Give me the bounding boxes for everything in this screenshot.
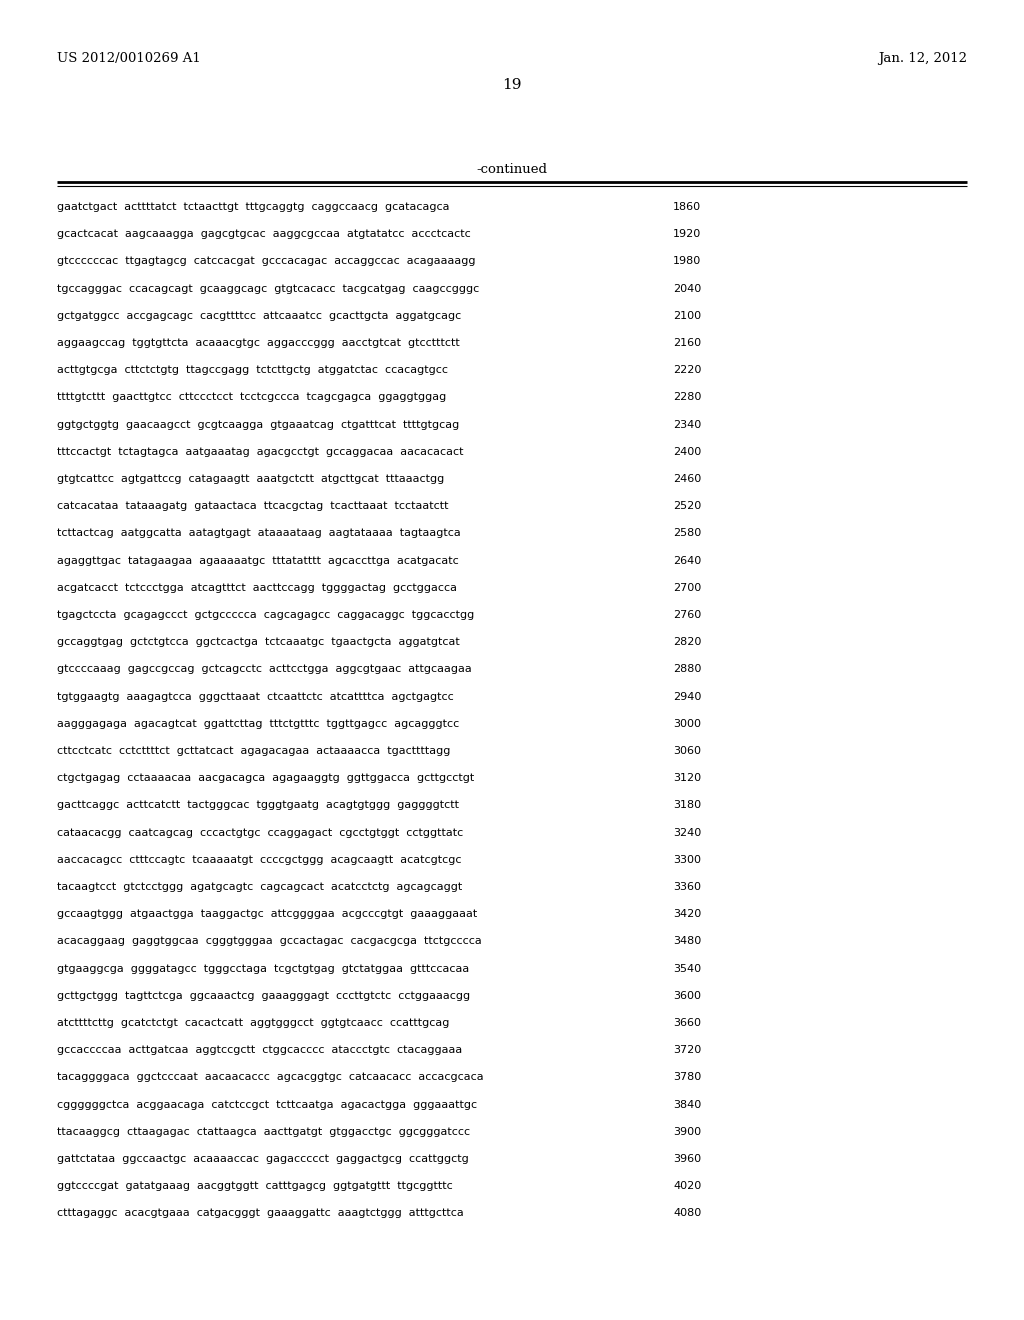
- Text: 3420: 3420: [673, 909, 701, 919]
- Text: gtgaaggcga  ggggatagcc  tgggcctaga  tcgctgtgag  gtctatggaa  gtttccacaa: gtgaaggcga ggggatagcc tgggcctaga tcgctgt…: [57, 964, 469, 974]
- Text: 2940: 2940: [673, 692, 701, 702]
- Text: ttttgtcttt  gaacttgtcc  cttccctcct  tcctcgccca  tcagcgagca  ggaggtggag: ttttgtcttt gaacttgtcc cttccctcct tcctcgc…: [57, 392, 446, 403]
- Text: 4080: 4080: [673, 1208, 701, 1218]
- Text: -continued: -continued: [476, 162, 548, 176]
- Text: tgagctccta  gcagagccct  gctgccccca  cagcagagcc  caggacaggc  tggcacctgg: tgagctccta gcagagccct gctgccccca cagcaga…: [57, 610, 474, 620]
- Text: tgccagggac  ccacagcagt  gcaaggcagc  gtgtcacacc  tacgcatgag  caagccgggc: tgccagggac ccacagcagt gcaaggcagc gtgtcac…: [57, 284, 479, 293]
- Text: 4020: 4020: [673, 1181, 701, 1191]
- Text: 3300: 3300: [673, 855, 701, 865]
- Text: 2460: 2460: [673, 474, 701, 484]
- Text: aaccacagcc  ctttccagtc  tcaaaaatgt  ccccgctggg  acagcaagtt  acatcgtcgc: aaccacagcc ctttccagtc tcaaaaatgt ccccgct…: [57, 855, 462, 865]
- Text: Jan. 12, 2012: Jan. 12, 2012: [878, 51, 967, 65]
- Text: 2640: 2640: [673, 556, 701, 565]
- Text: 2040: 2040: [673, 284, 701, 293]
- Text: 2220: 2220: [673, 366, 701, 375]
- Text: acgatcacct  tctccctgga  atcagtttct  aacttccagg  tggggactag  gcctggacca: acgatcacct tctccctgga atcagtttct aacttcc…: [57, 583, 457, 593]
- Text: gtgtcattcc  agtgattccg  catagaagtt  aaatgctctt  atgcttgcat  tttaaactgg: gtgtcattcc agtgattccg catagaagtt aaatgct…: [57, 474, 444, 484]
- Text: 2340: 2340: [673, 420, 701, 429]
- Text: gctgatggcc  accgagcagc  cacgttttcc  attcaaatcc  gcacttgcta  aggatgcagc: gctgatggcc accgagcagc cacgttttcc attcaaa…: [57, 310, 461, 321]
- Text: cataacacgg  caatcagcag  cccactgtgc  ccaggagact  cgcctgtggt  cctggttatc: cataacacgg caatcagcag cccactgtgc ccaggag…: [57, 828, 463, 838]
- Text: 3660: 3660: [673, 1018, 701, 1028]
- Text: ggtgctggtg  gaacaagcct  gcgtcaagga  gtgaaatcag  ctgatttcat  ttttgtgcag: ggtgctggtg gaacaagcct gcgtcaagga gtgaaat…: [57, 420, 459, 429]
- Text: 3960: 3960: [673, 1154, 701, 1164]
- Text: catcacataa  tataaagatg  gataactaca  ttcacgctag  tcacttaaat  tcctaatctt: catcacataa tataaagatg gataactaca ttcacgc…: [57, 502, 449, 511]
- Text: gcactcacat  aagcaaagga  gagcgtgcac  aaggcgccaa  atgtatatcc  accctcactc: gcactcacat aagcaaagga gagcgtgcac aaggcgc…: [57, 230, 471, 239]
- Text: 19: 19: [502, 78, 522, 92]
- Text: 3360: 3360: [673, 882, 701, 892]
- Text: 3900: 3900: [673, 1127, 701, 1137]
- Text: gcttgctggg  tagttctcga  ggcaaactcg  gaaagggagt  cccttgtctc  cctggaaacgg: gcttgctggg tagttctcga ggcaaactcg gaaaggg…: [57, 991, 470, 1001]
- Text: 1980: 1980: [673, 256, 701, 267]
- Text: 2760: 2760: [673, 610, 701, 620]
- Text: 1860: 1860: [673, 202, 701, 213]
- Text: 3840: 3840: [673, 1100, 701, 1110]
- Text: 3780: 3780: [673, 1072, 701, 1082]
- Text: 2580: 2580: [673, 528, 701, 539]
- Text: gtccccaaag  gagccgccag  gctcagcctc  acttcctgga  aggcgtgaac  attgcaagaa: gtccccaaag gagccgccag gctcagcctc acttcct…: [57, 664, 472, 675]
- Text: 1920: 1920: [673, 230, 701, 239]
- Text: 3120: 3120: [673, 774, 701, 783]
- Text: 2400: 2400: [673, 446, 701, 457]
- Text: 2820: 2820: [673, 638, 701, 647]
- Text: gtccccccac  ttgagtagcg  catccacgat  gcccacagac  accaggccac  acagaaaagg: gtccccccac ttgagtagcg catccacgat gcccaca…: [57, 256, 475, 267]
- Text: 2280: 2280: [673, 392, 701, 403]
- Text: ctttagaggc  acacgtgaaa  catgacgggt  gaaaggattc  aaagtctggg  atttgcttca: ctttagaggc acacgtgaaa catgacgggt gaaagga…: [57, 1208, 464, 1218]
- Text: 3720: 3720: [673, 1045, 701, 1055]
- Text: tttccactgt  tctagtagca  aatgaaatag  agacgcctgt  gccaggacaa  aacacacact: tttccactgt tctagtagca aatgaaatag agacgcc…: [57, 446, 464, 457]
- Text: gattctataa  ggccaactgc  acaaaaccac  gagaccccct  gaggactgcg  ccattggctg: gattctataa ggccaactgc acaaaaccac gagaccc…: [57, 1154, 469, 1164]
- Text: 3240: 3240: [673, 828, 701, 838]
- Text: 3000: 3000: [673, 719, 701, 729]
- Text: gccaagtggg  atgaactgga  taaggactgc  attcggggaa  acgcccgtgt  gaaaggaaat: gccaagtggg atgaactgga taaggactgc attcggg…: [57, 909, 477, 919]
- Text: 3480: 3480: [673, 936, 701, 946]
- Text: gacttcaggc  acttcatctt  tactgggcac  tgggtgaatg  acagtgtggg  gaggggtctt: gacttcaggc acttcatctt tactgggcac tgggtga…: [57, 800, 459, 810]
- Text: 2520: 2520: [673, 502, 701, 511]
- Text: atcttttcttg  gcatctctgt  cacactcatt  aggtgggcct  ggtgtcaacc  ccatttgcag: atcttttcttg gcatctctgt cacactcatt aggtgg…: [57, 1018, 450, 1028]
- Text: aggaagccag  tggtgttcta  acaaacgtgc  aggacccggg  aacctgtcat  gtcctttctt: aggaagccag tggtgttcta acaaacgtgc aggaccc…: [57, 338, 460, 348]
- Text: cttcctcatc  cctcttttct  gcttatcact  agagacagaa  actaaaacca  tgacttttagg: cttcctcatc cctcttttct gcttatcact agagaca…: [57, 746, 451, 756]
- Text: 2160: 2160: [673, 338, 701, 348]
- Text: 2100: 2100: [673, 310, 701, 321]
- Text: 3060: 3060: [673, 746, 701, 756]
- Text: 3540: 3540: [673, 964, 701, 974]
- Text: agaggttgac  tatagaagaa  agaaaaatgc  tttatatttt  agcaccttga  acatgacatc: agaggttgac tatagaagaa agaaaaatgc tttatat…: [57, 556, 459, 565]
- Text: tgtggaagtg  aaagagtcca  gggcttaaat  ctcaattctc  atcattttca  agctgagtcc: tgtggaagtg aaagagtcca gggcttaaat ctcaatt…: [57, 692, 454, 702]
- Text: 3600: 3600: [673, 991, 701, 1001]
- Text: gccaggtgag  gctctgtcca  ggctcactga  tctcaaatgc  tgaactgcta  aggatgtcat: gccaggtgag gctctgtcca ggctcactga tctcaaa…: [57, 638, 460, 647]
- Text: acacaggaag  gaggtggcaa  cgggtgggaa  gccactagac  cacgacgcga  ttctgcccca: acacaggaag gaggtggcaa cgggtgggaa gccacta…: [57, 936, 481, 946]
- Text: ggtccccgat  gatatgaaag  aacggtggtt  catttgagcg  ggtgatgttt  ttgcggtttc: ggtccccgat gatatgaaag aacggtggtt catttga…: [57, 1181, 453, 1191]
- Text: aagggagaga  agacagtcat  ggattcttag  tttctgtttc  tggttgagcc  agcagggtcc: aagggagaga agacagtcat ggattcttag tttctgt…: [57, 719, 459, 729]
- Text: US 2012/0010269 A1: US 2012/0010269 A1: [57, 51, 201, 65]
- Text: tacaagtcct  gtctcctggg  agatgcagtc  cagcagcact  acatcctctg  agcagcaggt: tacaagtcct gtctcctggg agatgcagtc cagcagc…: [57, 882, 462, 892]
- Text: ttacaaggcg  cttaagagac  ctattaagca  aacttgatgt  gtggacctgc  ggcgggatccc: ttacaaggcg cttaagagac ctattaagca aacttga…: [57, 1127, 470, 1137]
- Text: 3180: 3180: [673, 800, 701, 810]
- Text: gccaccccaa  acttgatcaa  aggtccgctt  ctggcacccc  ataccctgtc  ctacaggaaa: gccaccccaa acttgatcaa aggtccgctt ctggcac…: [57, 1045, 462, 1055]
- Text: 2880: 2880: [673, 664, 701, 675]
- Text: gaatctgact  acttttatct  tctaacttgt  tttgcaggtg  caggccaacg  gcatacagca: gaatctgact acttttatct tctaacttgt tttgcag…: [57, 202, 450, 213]
- Text: tcttactcag  aatggcatta  aatagtgagt  ataaaataag  aagtataaaa  tagtaagtca: tcttactcag aatggcatta aatagtgagt ataaaat…: [57, 528, 461, 539]
- Text: cggggggctca  acggaacaga  catctccgct  tcttcaatga  agacactgga  gggaaattgc: cggggggctca acggaacaga catctccgct tcttca…: [57, 1100, 477, 1110]
- Text: acttgtgcga  cttctctgtg  ttagccgagg  tctcttgctg  atggatctac  ccacagtgcc: acttgtgcga cttctctgtg ttagccgagg tctcttg…: [57, 366, 449, 375]
- Text: 2700: 2700: [673, 583, 701, 593]
- Text: tacaggggaca  ggctcccaat  aacaacaccc  agcacggtgc  catcaacacc  accacgcaca: tacaggggaca ggctcccaat aacaacaccc agcacg…: [57, 1072, 483, 1082]
- Text: ctgctgagag  cctaaaacaa  aacgacagca  agagaaggtg  ggttggacca  gcttgcctgt: ctgctgagag cctaaaacaa aacgacagca agagaag…: [57, 774, 474, 783]
